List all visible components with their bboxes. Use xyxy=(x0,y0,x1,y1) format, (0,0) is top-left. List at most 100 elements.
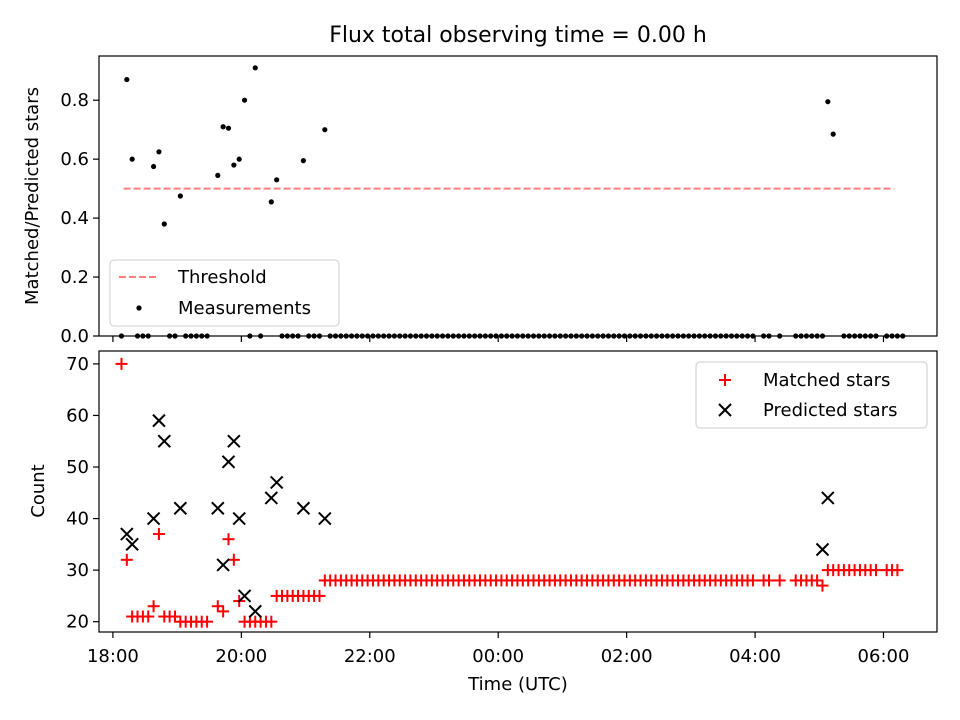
predicted-star-marker xyxy=(318,511,332,526)
bottom-y-tick-label: 50 xyxy=(66,457,89,478)
top-y-tick-label: 0.6 xyxy=(60,149,89,170)
bottom-y-axis-label: Count xyxy=(28,464,49,517)
legend-measurements-swatch xyxy=(136,305,142,311)
measurement-point xyxy=(830,131,836,137)
bottom-y-axis: 20 30 40 50 60 70 xyxy=(66,354,99,633)
matched-star-marker xyxy=(217,605,230,618)
measurement-point xyxy=(300,158,307,164)
measurement-point xyxy=(225,125,232,131)
top-y-tick-label: 0.0 xyxy=(60,326,89,347)
bottom-y-tick-label: 30 xyxy=(66,560,89,581)
bottom-x-axis: 18:00 20:00 22:00 00:00 02:00 04:00 06:00 xyxy=(87,632,909,667)
predicted-star-marker xyxy=(120,527,134,541)
figure-title: Flux total observing time = 0.00 h xyxy=(329,23,707,48)
matched-star-marker xyxy=(811,574,824,587)
matched-star-marker xyxy=(746,574,759,587)
x-tick-label: 00:00 xyxy=(472,646,524,667)
predicted-star-marker xyxy=(264,491,279,505)
predicted-star-marker xyxy=(211,501,225,515)
top-y-tick-label: 0.4 xyxy=(60,208,89,229)
matched-star-marker xyxy=(142,610,155,623)
legend-threshold-label: Threshold xyxy=(177,267,267,288)
bottom-legend-box xyxy=(695,361,928,429)
top-y-tick-label: 0.8 xyxy=(60,90,89,111)
x-tick-label: 18:00 xyxy=(87,646,139,667)
x-tick-label: 06:00 xyxy=(858,646,910,667)
predicted-star-marker xyxy=(221,455,236,469)
matched-star-marker xyxy=(891,564,904,577)
bottom-plot-frame xyxy=(98,350,938,633)
legend-matched-swatch xyxy=(719,374,731,386)
matched-star-marker xyxy=(115,357,128,370)
matched-star-marker xyxy=(120,553,133,566)
measurement-point xyxy=(825,99,831,105)
matched-star-marker xyxy=(762,574,775,587)
predicted-star-marker xyxy=(152,413,166,428)
top-panel: 0.00.20.40.60.8 Matched/Predicted stars … xyxy=(22,55,938,347)
measurement-point xyxy=(220,124,226,130)
matched-star-marker xyxy=(152,528,165,541)
matched-star-marker xyxy=(222,533,235,546)
measurement-point xyxy=(129,156,135,162)
measurement-point xyxy=(236,156,242,162)
bottom-y-tick-label: 20 xyxy=(66,612,89,633)
top-plot-frame xyxy=(98,55,938,337)
bottom-y-tick-label: 70 xyxy=(66,354,89,375)
matched-star-marker xyxy=(869,564,882,577)
predicted-star-marker xyxy=(232,511,246,526)
predicted-star-marker xyxy=(216,558,230,572)
measurement-point xyxy=(124,76,130,83)
x-tick-label: 02:00 xyxy=(601,646,653,667)
measurement-point xyxy=(177,193,183,199)
measurement-point xyxy=(268,199,274,205)
legend-matched-label: Matched stars xyxy=(763,370,890,391)
predicted-star-marker xyxy=(173,501,188,515)
x-tick-label: 20:00 xyxy=(215,646,267,667)
legend-predicted-label: Predicted stars xyxy=(763,400,897,421)
measurement-point xyxy=(215,172,221,178)
predicted-star-marker xyxy=(146,511,161,526)
predicted-star-marker xyxy=(125,537,139,552)
measurement-point xyxy=(274,177,280,183)
predicted-star-marker xyxy=(248,604,262,619)
measurement-point xyxy=(322,127,328,133)
matched-star-marker xyxy=(147,600,160,613)
predicted-star-marker xyxy=(157,434,171,448)
bottom-y-tick-label: 40 xyxy=(66,509,89,530)
bottom-y-tick-label: 60 xyxy=(66,405,89,426)
top-y-axis: 0.0 0.2 0.4 0.6 0.8 xyxy=(60,90,99,347)
measurement-point xyxy=(241,97,248,103)
x-axis-label: Time (UTC) xyxy=(467,674,568,695)
matched-star-marker xyxy=(265,615,278,628)
legend-measurements-label: Measurements xyxy=(178,298,311,319)
matched-star-marker xyxy=(816,579,829,592)
top-x-ticks xyxy=(112,336,885,342)
matched-star-marker xyxy=(773,574,786,587)
measurement-point xyxy=(252,65,258,71)
predicted-star-marker xyxy=(296,501,311,515)
matched-star-marker xyxy=(168,610,181,623)
x-tick-label: 04:00 xyxy=(729,646,781,667)
measurement-point xyxy=(156,149,162,155)
bottom-panel: 20 30 40 50 60 70 18:00 20:00 22:00 00:00 02:00 04… xyxy=(28,350,938,695)
predicted-star-marker xyxy=(227,434,241,448)
matched-star-marker xyxy=(211,600,224,613)
measurement-point xyxy=(150,163,157,170)
predicted-star-marker xyxy=(821,491,835,505)
legend-predicted-swatch xyxy=(718,403,732,417)
predicted-star-marker xyxy=(269,475,284,490)
matched-star-marker xyxy=(201,615,214,628)
matched-star-marker xyxy=(313,589,326,602)
measurement-point xyxy=(161,221,167,227)
matched-star-marker xyxy=(227,553,240,566)
top-legend-box xyxy=(109,259,340,327)
bottom-legend: Matched stars Predicted stars xyxy=(695,361,928,429)
x-tick-label: 22:00 xyxy=(344,646,396,667)
measurement-point xyxy=(231,162,237,168)
top-legend: Threshold Measurements xyxy=(109,259,340,327)
top-y-axis-label: Matched/Predicted stars xyxy=(22,87,43,305)
predicted-star-marker xyxy=(237,589,252,603)
predicted-star-marker xyxy=(815,542,830,557)
predicted-stars-layer xyxy=(120,413,835,619)
